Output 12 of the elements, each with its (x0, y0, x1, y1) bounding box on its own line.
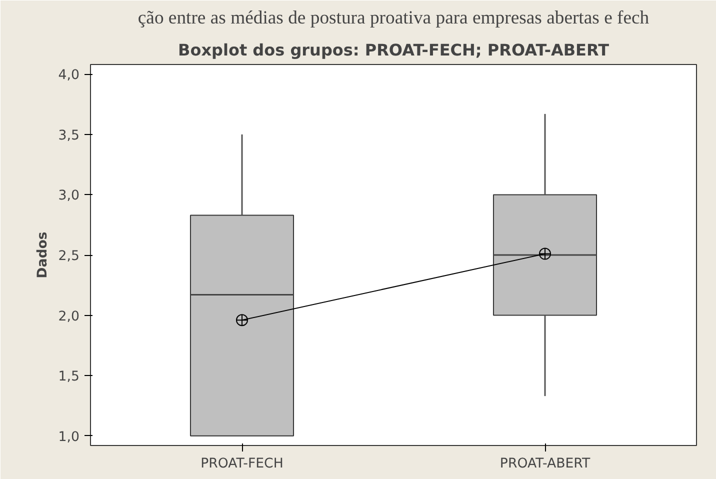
x-tick-label: PROAT-ABERT (500, 456, 591, 472)
y-tick-label: 3,0 (58, 188, 80, 204)
chart-title: Boxplot dos grupos: PROAT-FECH; PROAT-ABERT (178, 40, 610, 60)
y-tick-label: 1,5 (58, 370, 80, 385)
y-tick-label: 3,5 (58, 128, 80, 144)
y-tick-label: 1,0 (58, 430, 80, 445)
y-tick-label: 2,0 (58, 309, 80, 324)
y-axis-title: Dados (35, 232, 50, 278)
x-tick-label: PROAT-FECH (200, 456, 284, 472)
text: ção entre as médias de postura proativa para empresas abertas e fech (138, 8, 650, 28)
y-tick-label: 2,5 (58, 249, 80, 264)
y-tick-label: 4,0 (58, 68, 80, 84)
